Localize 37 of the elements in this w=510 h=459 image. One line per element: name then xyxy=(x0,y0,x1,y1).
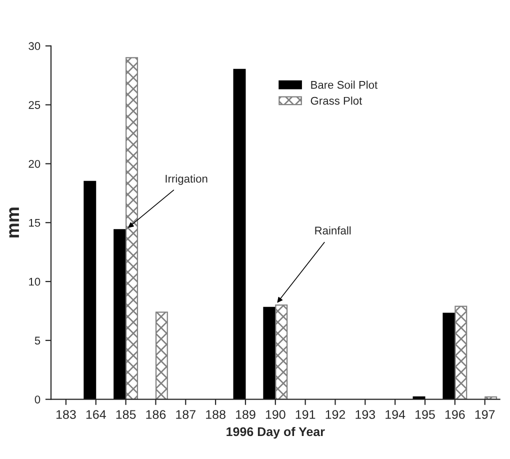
annotation: Irrigation xyxy=(166,174,208,185)
y-tick-label: 15 xyxy=(29,218,40,227)
x-tick-label: 187 xyxy=(176,410,196,419)
bar xyxy=(155,312,168,400)
x-tick-label: 191 xyxy=(296,410,316,419)
x-tick-label: 186 xyxy=(146,410,166,419)
x-tick-label: 164 xyxy=(86,410,106,419)
x-tick-label: 193 xyxy=(356,410,376,419)
bar xyxy=(84,180,96,400)
x-tick-label: 192 xyxy=(326,410,346,419)
x-tick-label: 185 xyxy=(116,410,136,419)
x-tick-label: 188 xyxy=(206,410,226,419)
bar xyxy=(263,306,276,400)
bar xyxy=(275,304,288,400)
x-axis-title: 1996 Day of Year xyxy=(226,426,325,439)
y-tick-label: 5 xyxy=(34,336,40,345)
x-tick-label: 183 xyxy=(56,410,76,419)
x-tick-label: 197 xyxy=(475,410,495,419)
x-tick-label: 194 xyxy=(386,410,406,419)
legend-label: Grass Plot xyxy=(310,96,362,105)
bar xyxy=(114,229,126,400)
x-tick-label: 189 xyxy=(236,410,256,419)
y-tick-label: 20 xyxy=(28,160,40,168)
x-tick-label: 190 xyxy=(266,410,286,419)
legend-label: Bare Soil Plot xyxy=(311,80,378,89)
bar xyxy=(126,57,138,400)
bar xyxy=(442,312,456,400)
y-tick-label: 10 xyxy=(29,278,40,286)
x-tick-label: 195 xyxy=(416,410,435,419)
y-tick-label: 25 xyxy=(28,101,40,109)
y-tick-label: 0 xyxy=(34,396,40,404)
bar xyxy=(233,68,246,400)
x-tick-label: 196 xyxy=(445,410,465,419)
y-axis-title: mm xyxy=(9,208,19,238)
bar xyxy=(454,306,468,400)
annotation: Rainfall xyxy=(315,226,351,235)
y-tick-label: 30 xyxy=(28,42,40,50)
